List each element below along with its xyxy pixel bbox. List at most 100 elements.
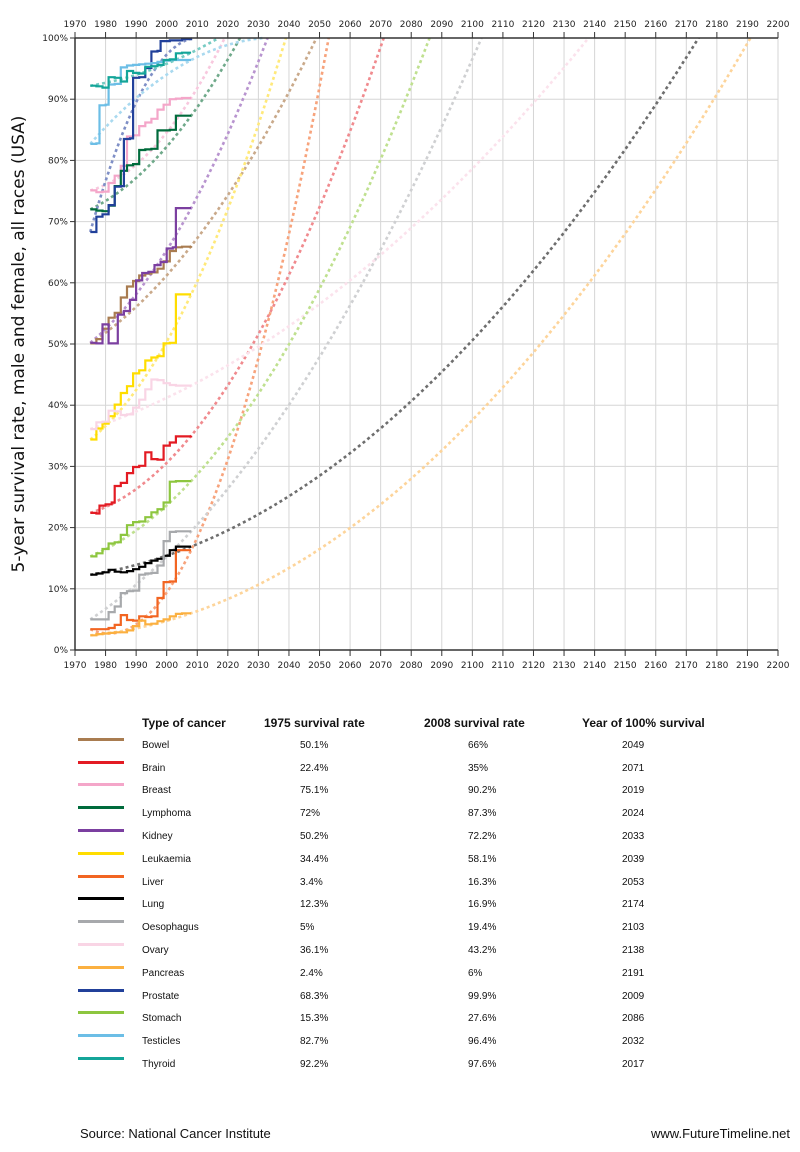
legend-swatch-cell — [78, 916, 124, 939]
x-tick-label-bottom: 2080 — [400, 661, 423, 671]
type-header: Type of cancer — [142, 716, 226, 730]
history-line-ovary — [90, 378, 192, 431]
history-line-leukaemia — [90, 293, 192, 441]
y-tick-label: 10% — [48, 585, 68, 595]
y-tick-label: 100% — [42, 34, 68, 44]
x-tick-label-top: 2170 — [675, 20, 698, 30]
legend-row: Bowel 50.1% 66% 2049 — [78, 734, 758, 757]
axes: 1970 1970 1980 1980 1990 1990 2000 2000 2010 2010… — [42, 20, 789, 671]
legend-name: Lymphoma — [142, 808, 192, 820]
x-tick-label-top: 2010 — [186, 20, 209, 30]
legend-rate-1975: 22.4% — [300, 762, 329, 774]
legend-rate-2008: 16.3% — [468, 876, 497, 888]
x-tick-label-top: 2190 — [736, 20, 759, 30]
legend-name: Brain — [142, 762, 166, 774]
x-tick-label-top: 2110 — [491, 20, 514, 30]
legend-name: Stomach — [142, 1013, 182, 1025]
x-tick-label-top: 2200 — [767, 20, 790, 30]
history-line-stomach — [90, 480, 192, 558]
y-axis-title: 5-year survival rate, male and female, a… — [9, 116, 29, 573]
year-100-header: Year of 100% survival — [582, 716, 705, 730]
legend-rate-2008: 87.3% — [468, 808, 497, 820]
legend-rate-1975: 12.3% — [300, 899, 329, 911]
legend-swatch — [78, 1011, 124, 1015]
y-tick-label: 60% — [48, 279, 68, 289]
legend-year-100: 2009 — [622, 990, 645, 1002]
trend-line-pancreas — [90, 37, 752, 637]
legend-swatch — [78, 988, 124, 992]
source-credit: Source: National Cancer Institute — [80, 1126, 271, 1141]
x-tick-label-top: 2050 — [308, 20, 331, 30]
legend-rate-2008: 72.2% — [468, 831, 497, 843]
y-tick-label: 90% — [48, 95, 68, 105]
x-tick-label-top: 2080 — [400, 20, 423, 30]
history-line-breast — [90, 96, 192, 194]
x-tick-label-top: 2120 — [522, 20, 545, 30]
legend-row: Thyroid 92.2% 97.6% 2017 — [78, 1053, 758, 1076]
history-line-thyroid — [90, 51, 192, 89]
legend-table: Type of cancer 1975 survival rate 2008 s… — [78, 712, 758, 1076]
legend-rate-2008: 35% — [468, 762, 489, 774]
x-tick-label-bottom: 2200 — [767, 661, 790, 671]
swatch-header — [78, 712, 142, 734]
legend-rate-2008: 90.2% — [468, 785, 497, 797]
trend-line-lung — [90, 37, 700, 576]
legend-rate-1975: 36.1% — [300, 945, 329, 957]
trend-line-thyroid — [90, 36, 220, 87]
legend-swatch-cell — [78, 962, 124, 985]
legend-row: Liver 3.4% 16.3% 2053 — [78, 871, 758, 894]
legend-year-100: 2138 — [622, 945, 645, 957]
trend-line-prostate — [89, 36, 195, 233]
legend-swatch-cell — [78, 780, 124, 803]
legend-rate-2008: 66% — [468, 739, 489, 751]
legend-rate-2008: 16.9% — [468, 899, 497, 911]
legend-year-100: 2033 — [622, 831, 645, 843]
legend-name: Prostate — [142, 990, 180, 1002]
x-tick-label-bottom: 2150 — [614, 661, 637, 671]
legend-row: Pancreas 2.4% 6% 2191 — [78, 962, 758, 985]
x-tick-label-bottom: 2100 — [461, 661, 484, 671]
history-lines — [90, 38, 193, 637]
x-tick-label-top: 2160 — [644, 20, 667, 30]
x-tick-label-bottom: 2040 — [278, 661, 301, 671]
legend-swatch — [78, 806, 124, 810]
legend-swatch-cell — [78, 894, 124, 917]
y-tick-label: 80% — [48, 156, 68, 166]
legend-swatch — [78, 737, 124, 741]
x-tick-label-bottom: 2050 — [308, 661, 331, 671]
legend-rate-1975: 2.4% — [300, 967, 323, 979]
legend-year-100: 2039 — [622, 853, 645, 865]
legend-rate-1975: 15.3% — [300, 1013, 329, 1025]
history-line-pancreas — [90, 612, 192, 637]
x-tick-label-top: 2130 — [553, 20, 576, 30]
trend-line-kidney — [89, 37, 269, 344]
legend-body: Bowel 50.1% 66% 2049 Brain 22.4% 35% 2071 Breast… — [78, 734, 758, 1076]
history-line-kidney — [90, 207, 192, 345]
legend-swatch — [78, 851, 124, 855]
legend-name: Bowel — [142, 739, 170, 751]
legend-rate-1975: 3.4% — [300, 876, 323, 888]
x-tick-label-bottom: 2010 — [186, 661, 209, 671]
trend-line-bowel — [89, 37, 318, 345]
x-tick-label-top: 2030 — [247, 20, 270, 30]
legend-rate-1975: 68.3% — [300, 990, 329, 1002]
legend-name: Pancreas — [142, 967, 185, 979]
legend-rate-2008: 58.1% — [468, 853, 497, 865]
y-tick-label: 20% — [48, 524, 68, 534]
legend-name: Testicles — [142, 1036, 181, 1048]
x-tick-label-top: 1980 — [94, 20, 117, 30]
trend-line-stomach — [89, 37, 431, 558]
trend-line-testicles — [89, 36, 265, 145]
legend-row: Ovary 36.1% 43.2% 2138 — [78, 939, 758, 962]
legend-name: Liver — [142, 876, 164, 888]
legend-row: Oesophagus 5% 19.4% 2103 — [78, 916, 758, 939]
x-tick-label-bottom: 2090 — [430, 661, 453, 671]
x-tick-label-top: 2040 — [278, 20, 301, 30]
x-tick-label-bottom: 1970 — [64, 661, 87, 671]
legend-rate-2008: 97.6% — [468, 1059, 497, 1071]
y-tick-label: 70% — [48, 218, 68, 228]
x-tick-label-bottom: 2030 — [247, 661, 270, 671]
legend-swatch — [78, 829, 124, 833]
legend-rate-1975: 5% — [300, 922, 315, 934]
legend-row: Stomach 15.3% 27.6% 2086 — [78, 1008, 758, 1031]
